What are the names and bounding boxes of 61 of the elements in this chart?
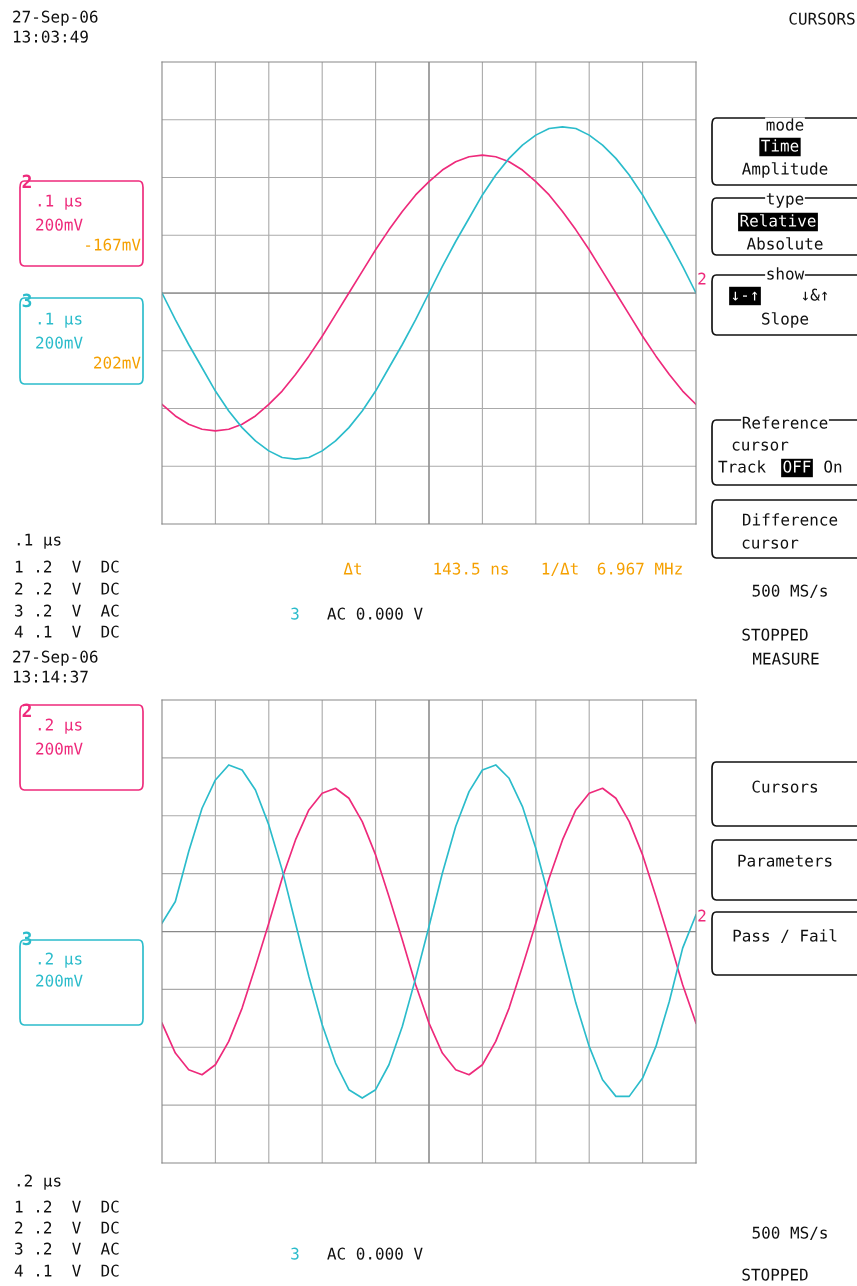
text: Δt <box>343 562 362 575</box>
text: Time <box>761 139 799 152</box>
text: STOPPED <box>742 1268 808 1281</box>
text: 200mV <box>36 974 83 987</box>
text: 27-Sep-06 <box>13 650 98 666</box>
text: Track <box>718 460 766 473</box>
text: Pass / Fail <box>733 929 837 943</box>
text: OFF <box>783 460 811 473</box>
text: .1 µs <box>17 533 61 549</box>
text: 13:03:49 <box>13 30 88 43</box>
text: STOPPED <box>742 628 808 641</box>
text: 3 .2 V AC <box>15 1242 119 1255</box>
text: AC 0.000 V <box>327 1247 423 1260</box>
text: Reference <box>742 416 828 429</box>
text: 27-Sep-06 <box>13 10 98 26</box>
text: AC 0.000 V <box>327 607 423 620</box>
text: 2 <box>22 703 31 717</box>
text: 202mV <box>94 356 141 369</box>
text: 3 <box>291 607 299 620</box>
text: Cursors <box>752 780 818 793</box>
text: 200mV <box>36 742 83 755</box>
text: 3 <box>291 1247 299 1260</box>
text: Amplitude <box>742 162 828 178</box>
text: 500 MS/s <box>752 1226 827 1240</box>
text: show <box>767 267 805 280</box>
text: mode <box>766 118 804 131</box>
text: Relative <box>740 214 816 227</box>
text: 6.967 MHz <box>597 562 682 575</box>
text: .1 µs <box>38 312 82 328</box>
text: .2 µs <box>38 718 82 734</box>
text: 2 <box>698 272 706 285</box>
text: 500 MS/s <box>752 584 827 598</box>
text: Slope <box>762 312 809 328</box>
text: .1 µs <box>38 194 82 210</box>
text: 143.5 ns <box>434 562 508 575</box>
text: 1/Δt <box>542 562 578 576</box>
text: Difference <box>742 513 838 526</box>
text: .2 µs <box>17 1174 61 1190</box>
text: type <box>766 193 804 208</box>
text: -167mV <box>86 238 141 251</box>
text: 13:14:37 <box>13 670 88 683</box>
text: ↓-↑ <box>732 291 758 301</box>
text: CURSORS <box>789 12 855 25</box>
text: 1 .2 V DC <box>15 1200 119 1213</box>
text: cursor <box>732 441 789 451</box>
text: MEASURE <box>753 652 819 665</box>
text: 1 .2 V DC <box>15 560 119 573</box>
text: 4 .1 V DC <box>14 625 119 638</box>
text: 2 .2 V DC <box>15 1221 119 1234</box>
text: 4 .1 V DC <box>14 1264 119 1277</box>
text: 2 .2 V DC <box>15 582 119 595</box>
text: cursor <box>742 539 799 549</box>
text: 2 <box>698 909 706 922</box>
text: Parameters <box>738 854 832 867</box>
text: 200mV <box>36 336 83 349</box>
text: On <box>824 460 842 473</box>
text: .2 µs <box>38 952 82 968</box>
text: 3 .2 V AC <box>15 604 119 617</box>
text: 200mV <box>36 218 83 231</box>
text: ↓&↑ <box>802 288 828 301</box>
text: Absolute <box>746 237 823 250</box>
